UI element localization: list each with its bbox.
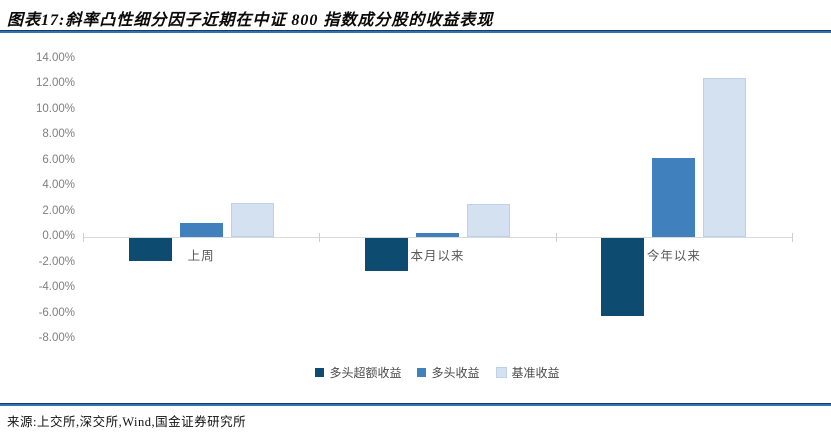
bar	[601, 238, 645, 316]
bar	[179, 222, 223, 237]
y-axis-tick-label: 2.00%	[42, 204, 75, 217]
bar	[230, 202, 274, 237]
legend-label: 多头超额收益	[329, 365, 402, 380]
x-axis-tick	[319, 233, 321, 242]
y-axis-tick-label: -8.00%	[38, 332, 75, 344]
legend-label: 基准收益	[511, 365, 560, 380]
y-axis-tick-label: 6.00%	[42, 153, 75, 166]
y-axis-tick-label: 4.00%	[42, 179, 75, 191]
category-label: 上周	[187, 249, 215, 263]
legend: 多头超额收益 多头收益 基准收益	[83, 364, 792, 380]
legend-label: 多头收益	[431, 365, 480, 380]
x-axis-tick	[83, 233, 84, 242]
y-axis-tick-label: 10.00%	[35, 102, 75, 115]
legend-item: 多头超额收益	[315, 364, 401, 381]
category-label: 今年以来	[646, 249, 701, 263]
y-axis-tick-label: 0.00%	[42, 230, 75, 242]
y-axis-tick-label: 8.00%	[42, 128, 75, 140]
x-axis-tick	[792, 233, 793, 242]
x-axis-line	[83, 237, 792, 238]
bar	[467, 203, 510, 237]
legend-swatch-icon	[417, 367, 427, 377]
y-axis-tick-label: -2.00%	[38, 255, 75, 268]
footer-divider	[0, 403, 831, 406]
title-divider	[0, 30, 831, 33]
bar	[652, 157, 696, 237]
legend-swatch-icon	[495, 366, 507, 378]
source-note: 来源:上交所,深交所,Wind,国金证券研究所	[7, 415, 247, 429]
bar	[416, 233, 459, 237]
category-label: 本月以来	[410, 249, 465, 263]
legend-swatch-icon	[315, 367, 325, 377]
y-axis-tick-label: 12.00%	[35, 77, 75, 89]
y-axis-tick-label: -6.00%	[38, 306, 75, 319]
bar	[128, 238, 172, 261]
legend-item: 基准收益	[495, 364, 560, 381]
y-axis-tick-label: -4.00%	[38, 281, 75, 293]
legend-item: 多头收益	[417, 364, 480, 381]
x-axis-tick	[555, 233, 557, 242]
bar	[365, 238, 408, 272]
y-axis-tick-label: 14.00%	[35, 51, 75, 64]
figure-title: 图表17:斜率凸性细分因子近期在中证 800 指数成分股的收益表现	[7, 12, 494, 29]
bar	[703, 77, 747, 237]
